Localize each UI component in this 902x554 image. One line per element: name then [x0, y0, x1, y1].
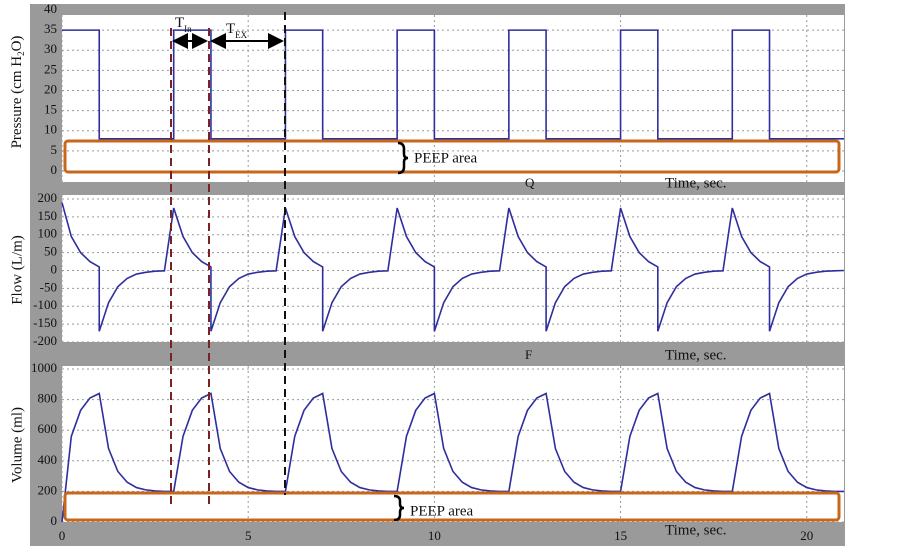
peep-label: PEEP area	[410, 503, 474, 519]
y-tick-label: 10	[44, 122, 57, 137]
y-axis-label: Pressure (cm H2O)	[9, 36, 26, 149]
axis-note: Time, sec.	[665, 175, 727, 191]
t-in-label: TIn	[175, 15, 192, 34]
y-tick-label: -150	[33, 315, 57, 330]
y-tick-label: 100	[38, 226, 58, 241]
y-tick-label: 15	[44, 102, 57, 117]
panel-label: F	[525, 347, 532, 362]
peep-label: PEEP area	[414, 150, 478, 166]
x-tick-label: 0	[59, 528, 66, 543]
x-tick-label: 5	[245, 528, 252, 543]
peep-box	[63, 139, 841, 174]
data-line	[61, 202, 845, 332]
y-tick-label: 30	[44, 41, 57, 56]
t-ex-label: TEX	[226, 21, 248, 40]
y-tick-label: -50	[40, 279, 57, 294]
data-line	[62, 29, 844, 140]
plot-area	[62, 366, 844, 522]
y-tick-label: 35	[44, 21, 57, 36]
brace	[397, 141, 409, 175]
x-tick-label: 10	[428, 528, 441, 543]
y-tick-label: 5	[51, 142, 58, 157]
x-tick-label: 20	[800, 528, 813, 543]
y-tick-label: 800	[38, 391, 58, 406]
data-line	[61, 392, 844, 523]
y-axis-label: Volume (ml)	[9, 407, 25, 483]
y-tick-label: -200	[33, 333, 57, 348]
y-tick-label: 25	[44, 61, 57, 76]
y-tick-label: 20	[44, 81, 57, 96]
y-tick-label: 0	[51, 513, 58, 528]
peep-box	[63, 491, 841, 522]
y-tick-label: 200	[38, 482, 58, 497]
panel-label: Q	[525, 175, 535, 190]
x-tick-label: 15	[614, 528, 627, 543]
axis-note: Time, sec.	[665, 347, 727, 363]
y-tick-label: 200	[38, 190, 58, 205]
y-tick-label: 400	[38, 452, 58, 467]
brace	[393, 494, 405, 522]
y-tick-label: 150	[38, 208, 58, 223]
y-tick-label: 50	[44, 244, 57, 259]
y-tick-label: 0	[51, 261, 58, 276]
axis-note: Time, sec.	[665, 522, 727, 538]
y-tick-label: 600	[38, 421, 58, 436]
y-tick-label: 0	[51, 162, 58, 177]
plot-area	[62, 195, 844, 342]
y-tick-label: -100	[33, 297, 57, 312]
y-axis-label: Flow (L/m)	[9, 235, 25, 305]
y-tick-label: 1000	[31, 360, 57, 375]
y-tick-label: 40	[44, 1, 57, 16]
